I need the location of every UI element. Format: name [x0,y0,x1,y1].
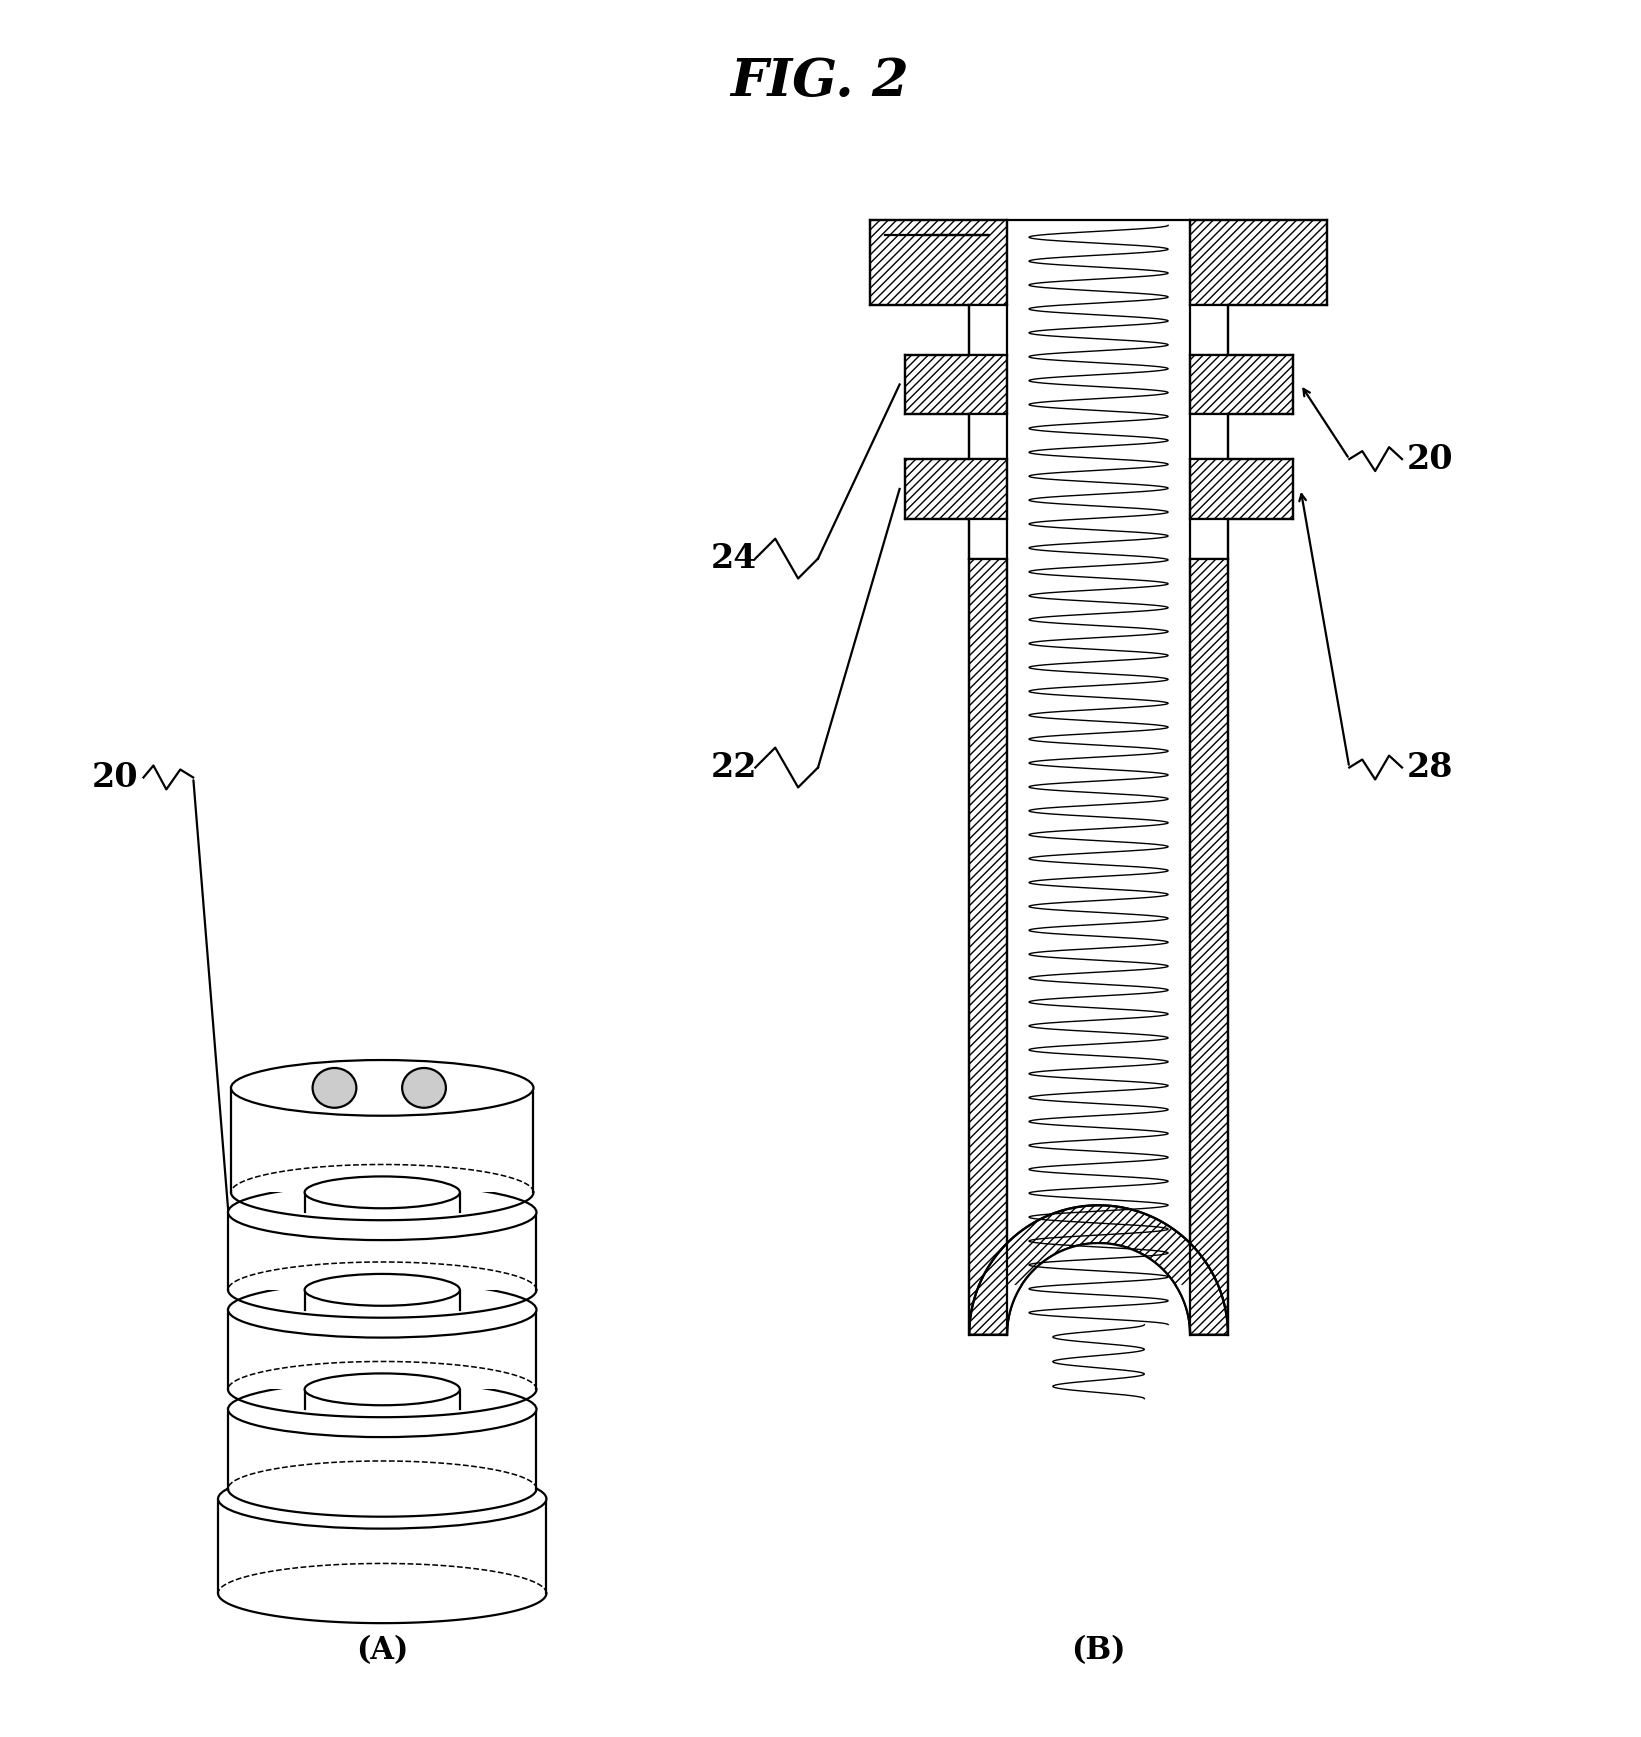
Polygon shape [904,459,1008,519]
Bar [218,1499,546,1593]
Ellipse shape [305,1176,459,1209]
Text: 24: 24 [711,542,757,575]
Bar [970,415,1008,459]
Bar [228,1409,537,1489]
Ellipse shape [402,1068,446,1108]
Polygon shape [970,1205,1227,1334]
Ellipse shape [231,1060,533,1115]
Bar [1190,559,1227,1334]
Bar [1190,306,1227,354]
Polygon shape [870,221,1008,306]
Text: (A): (A) [356,1636,409,1666]
Polygon shape [1190,354,1293,415]
Bar [970,306,1008,354]
Text: 20: 20 [92,761,138,794]
Polygon shape [1008,1244,1190,1334]
Polygon shape [1190,221,1328,306]
Ellipse shape [305,1374,459,1405]
Ellipse shape [312,1068,356,1108]
Ellipse shape [228,1381,537,1436]
Text: 26: 26 [884,219,930,252]
Bar [231,1087,533,1192]
Ellipse shape [228,1282,537,1337]
Bar [305,1390,459,1409]
Bar [970,559,1008,1334]
Ellipse shape [228,1185,537,1240]
Polygon shape [904,354,1008,415]
Bar [970,519,1008,559]
Text: 28: 28 [1406,750,1454,783]
Polygon shape [1190,459,1293,519]
Bar [228,1212,537,1291]
Ellipse shape [305,1273,459,1306]
Bar [305,1291,459,1310]
Bar [305,1192,459,1212]
Text: 20: 20 [1406,443,1454,476]
Ellipse shape [218,1470,546,1529]
Bar [1190,519,1227,559]
Text: FIG. 2: FIG. 2 [730,56,909,106]
Text: (B): (B) [1072,1636,1126,1666]
Bar [1190,415,1227,459]
Text: 22: 22 [711,750,757,783]
Bar [228,1310,537,1390]
